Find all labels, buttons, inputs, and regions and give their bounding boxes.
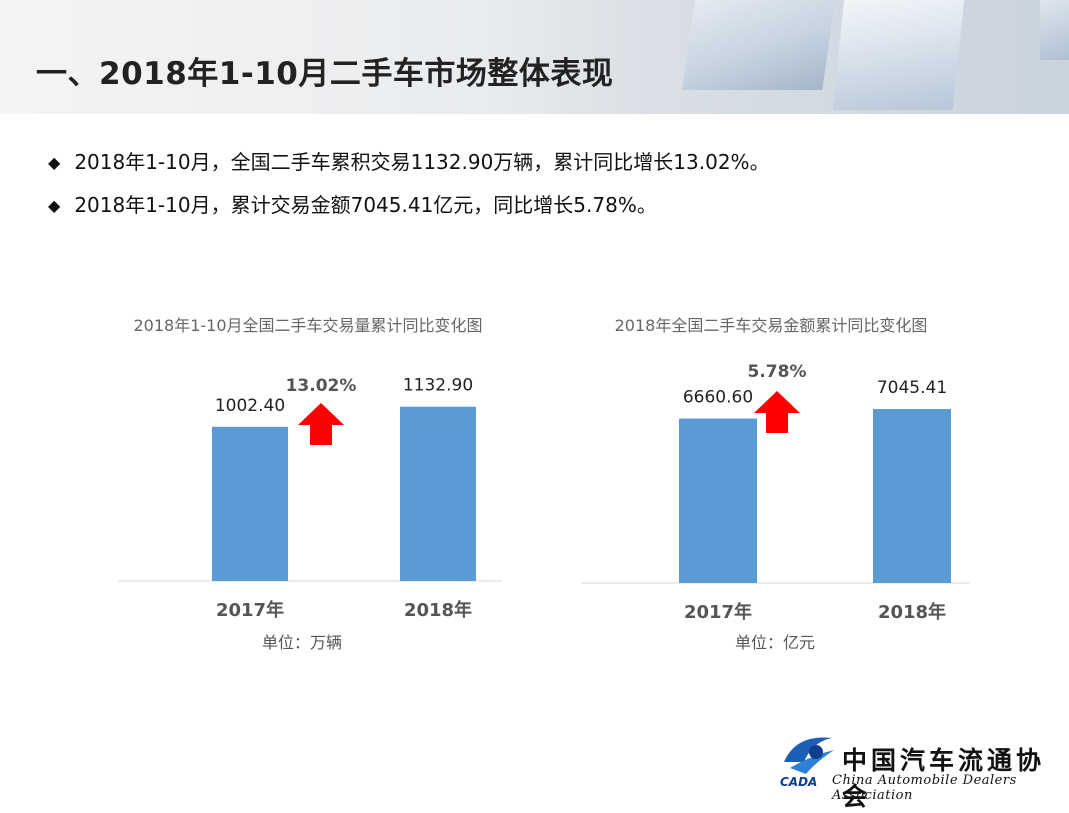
- data-label: 1002.40: [215, 396, 285, 416]
- growth-arrow-icon: [298, 403, 344, 445]
- category-label: 2018年: [878, 601, 946, 623]
- logo-mark-text: CADA: [780, 775, 817, 789]
- growth-label: 5.78%: [748, 362, 807, 382]
- chart-title: 2018年1-10月全国二手车交易量累计同比变化图: [133, 316, 483, 335]
- bar: [679, 418, 757, 583]
- diamond-bullet-icon: ◆: [48, 196, 61, 215]
- chart-amount: 6660.60 2017年 7045.41 2018年 5.78%: [581, 362, 970, 623]
- unit-label: 单位：万辆: [262, 633, 343, 652]
- growth-arrow-icon: [754, 391, 800, 433]
- chart-volume: 1002.40 2017年 1132.90 2018年 13.02%: [118, 376, 502, 621]
- data-label: 6660.60: [683, 388, 753, 408]
- category-label: 2017年: [684, 601, 752, 623]
- bullet-text: 2018年1-10月，累计交易金额7045.41亿元，同比增长5.78%。: [74, 193, 657, 217]
- header-banner: 一、2018年1-10月二手车市场整体表现: [0, 0, 1069, 114]
- data-label: 7045.41: [877, 378, 947, 398]
- growth-label: 13.02%: [286, 376, 357, 396]
- page-title: 一、2018年1-10月二手车市场整体表现: [36, 56, 614, 92]
- header-decoration: [832, 0, 968, 110]
- cada-logo-icon: CADA: [780, 737, 834, 789]
- bullet-item: ◆ 2018年1-10月，累计交易金额7045.41亿元，同比增长5.78%。: [48, 189, 657, 218]
- data-label: 1132.90: [403, 376, 473, 396]
- category-label: 2017年: [216, 599, 284, 621]
- diamond-bullet-icon: ◆: [48, 153, 61, 172]
- logo-name-cn: 中国汽车流通协会: [842, 746, 1046, 811]
- logo-name-en: China Automobile Dealers Association: [832, 773, 1017, 803]
- header-decoration: [1040, 0, 1069, 60]
- bullet-text: 2018年1-10月，全国二手车累积交易1132.90万辆，累计同比增长13.0…: [74, 150, 770, 174]
- bar: [212, 426, 288, 581]
- category-label: 2018年: [404, 599, 472, 621]
- bar: [400, 406, 476, 581]
- header-decoration: [682, 0, 838, 90]
- chart-title: 2018年全国二手车交易金额累计同比变化图: [614, 316, 928, 335]
- bullet-item: ◆ 2018年1-10月，全国二手车累积交易1132.90万辆，累计同比增长13.…: [48, 146, 770, 175]
- unit-label: 单位：亿元: [735, 633, 816, 652]
- bar: [873, 409, 951, 583]
